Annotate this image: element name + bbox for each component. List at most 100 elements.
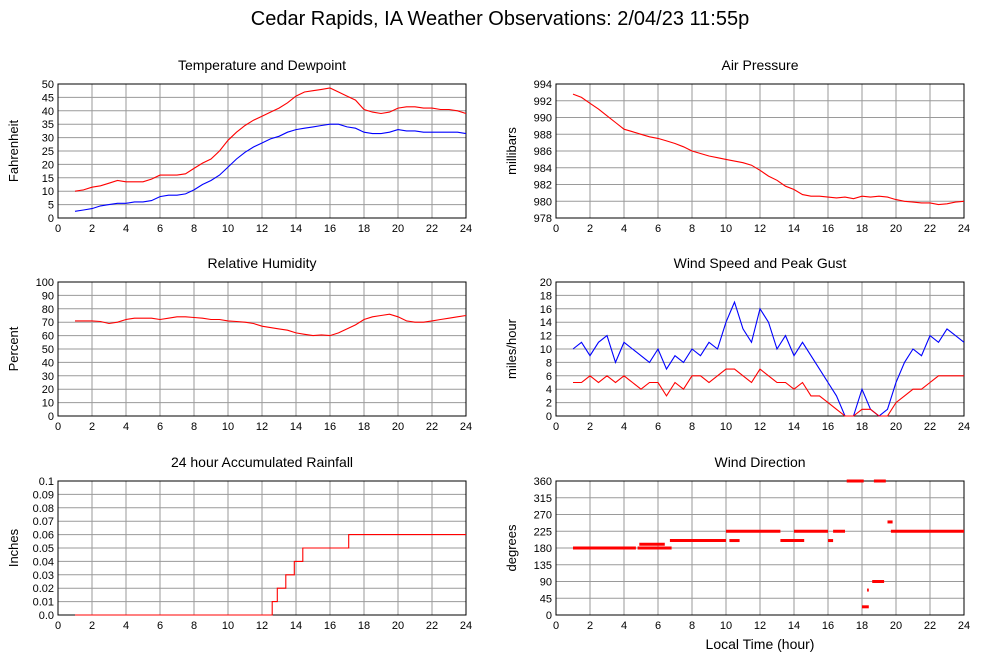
series-line-1 xyxy=(75,534,466,616)
plot-frame xyxy=(57,83,467,219)
x-tick-label: 22 xyxy=(426,223,438,235)
y-tick-label: 30 xyxy=(42,371,54,383)
y-tick-label: 994 xyxy=(534,79,552,91)
y-tick-label: 0.05 xyxy=(33,543,54,555)
y-tick-label: 0 xyxy=(546,610,552,622)
y-tick-label: 0.06 xyxy=(33,530,54,542)
y-tick-label: 30 xyxy=(42,133,54,145)
x-tick-label: 8 xyxy=(191,421,197,433)
y-tick-label: 6 xyxy=(546,371,552,383)
plot-frame xyxy=(555,83,965,219)
y-tick-label: 60 xyxy=(42,331,54,343)
x-tick-label: 4 xyxy=(123,223,129,235)
x-tick-label: 10 xyxy=(222,421,234,433)
y-tick-label: 80 xyxy=(42,304,54,316)
x-tick-label: 0 xyxy=(55,620,61,632)
x-tick-label: 24 xyxy=(460,620,472,632)
x-axis-label: Local Time (hour) xyxy=(706,636,815,652)
x-tick-label: 16 xyxy=(822,223,834,235)
y-axis-label: miles/hour xyxy=(504,318,519,379)
chart-title: Temperature and Dewpoint xyxy=(178,57,346,73)
y-tick-label: 4 xyxy=(546,384,552,396)
x-tick-label: 0 xyxy=(55,223,61,235)
y-tick-label: 70 xyxy=(42,317,54,329)
y-tick-label: 0.01 xyxy=(33,597,54,609)
y-tick-label: 5 xyxy=(48,200,54,212)
x-tick-label: 14 xyxy=(788,620,800,632)
x-tick-label: 6 xyxy=(157,620,163,632)
y-tick-label: 978 xyxy=(534,213,552,225)
x-tick-label: 16 xyxy=(324,620,336,632)
x-tick-label: 24 xyxy=(460,223,472,235)
x-tick-label: 4 xyxy=(621,421,627,433)
x-tick-label: 20 xyxy=(890,620,902,632)
x-tick-label: 14 xyxy=(290,223,302,235)
chart-title: Relative Humidity xyxy=(208,255,317,271)
x-tick-label: 18 xyxy=(856,223,868,235)
chart-title: Wind Direction xyxy=(714,454,805,470)
x-tick-label: 6 xyxy=(655,223,661,235)
y-tick-label: 0.03 xyxy=(33,570,54,582)
x-tick-label: 20 xyxy=(392,223,404,235)
x-tick-label: 4 xyxy=(123,421,129,433)
series-line-2 xyxy=(573,368,964,417)
y-tick-label: 90 xyxy=(540,577,552,589)
chart-title: Air Pressure xyxy=(721,57,798,73)
plot-frame xyxy=(57,281,467,417)
y-axis-label: Percent xyxy=(6,326,21,371)
x-tick-label: 16 xyxy=(324,421,336,433)
y-tick-label: 90 xyxy=(42,290,54,302)
y-tick-label: 180 xyxy=(534,543,552,555)
series-line-1 xyxy=(572,93,965,206)
x-tick-label: 22 xyxy=(426,620,438,632)
x-tick-label: 22 xyxy=(924,223,936,235)
x-tick-label: 22 xyxy=(924,620,936,632)
x-tick-label: 18 xyxy=(358,421,370,433)
x-tick-label: 0 xyxy=(553,421,559,433)
x-tick-label: 4 xyxy=(123,620,129,632)
x-tick-label: 10 xyxy=(720,421,732,433)
x-tick-label: 12 xyxy=(754,620,766,632)
y-tick-label: 35 xyxy=(42,119,54,131)
x-tick-label: 24 xyxy=(460,421,472,433)
y-axis-label: Inches xyxy=(6,528,21,567)
x-tick-label: 6 xyxy=(655,620,661,632)
x-tick-label: 16 xyxy=(822,620,834,632)
y-tick-label: 10 xyxy=(42,186,54,198)
y-tick-label: 986 xyxy=(534,146,552,158)
x-tick-label: 4 xyxy=(621,620,627,632)
y-tick-label: 0.08 xyxy=(33,503,54,515)
y-tick-label: 45 xyxy=(540,593,552,605)
y-tick-label: 20 xyxy=(42,159,54,171)
y-tick-label: 50 xyxy=(42,344,54,356)
x-tick-label: 0 xyxy=(55,421,61,433)
y-tick-label: 225 xyxy=(534,526,552,538)
series-line-1 xyxy=(572,300,965,417)
y-tick-label: 10 xyxy=(42,398,54,410)
x-tick-label: 10 xyxy=(720,223,732,235)
x-tick-label: 24 xyxy=(958,620,970,632)
y-tick-label: 0.1 xyxy=(39,476,54,488)
x-tick-label: 22 xyxy=(426,421,438,433)
y-tick-label: 0.02 xyxy=(33,583,54,595)
x-tick-label: 10 xyxy=(222,620,234,632)
x-tick-label: 0 xyxy=(553,620,559,632)
x-tick-label: 12 xyxy=(256,223,268,235)
y-tick-label: 20 xyxy=(42,384,54,396)
y-tick-label: 0.0 xyxy=(39,610,54,622)
y-tick-label: 40 xyxy=(42,106,54,118)
x-tick-label: 10 xyxy=(222,223,234,235)
y-tick-label: 40 xyxy=(42,357,54,369)
x-tick-label: 2 xyxy=(89,620,95,632)
x-tick-label: 16 xyxy=(324,223,336,235)
y-tick-label: 135 xyxy=(534,560,552,572)
y-tick-label: 50 xyxy=(42,79,54,91)
x-tick-label: 6 xyxy=(157,421,163,433)
y-tick-label: 0 xyxy=(48,411,54,423)
y-tick-label: 0 xyxy=(546,411,552,423)
x-tick-label: 8 xyxy=(689,223,695,235)
